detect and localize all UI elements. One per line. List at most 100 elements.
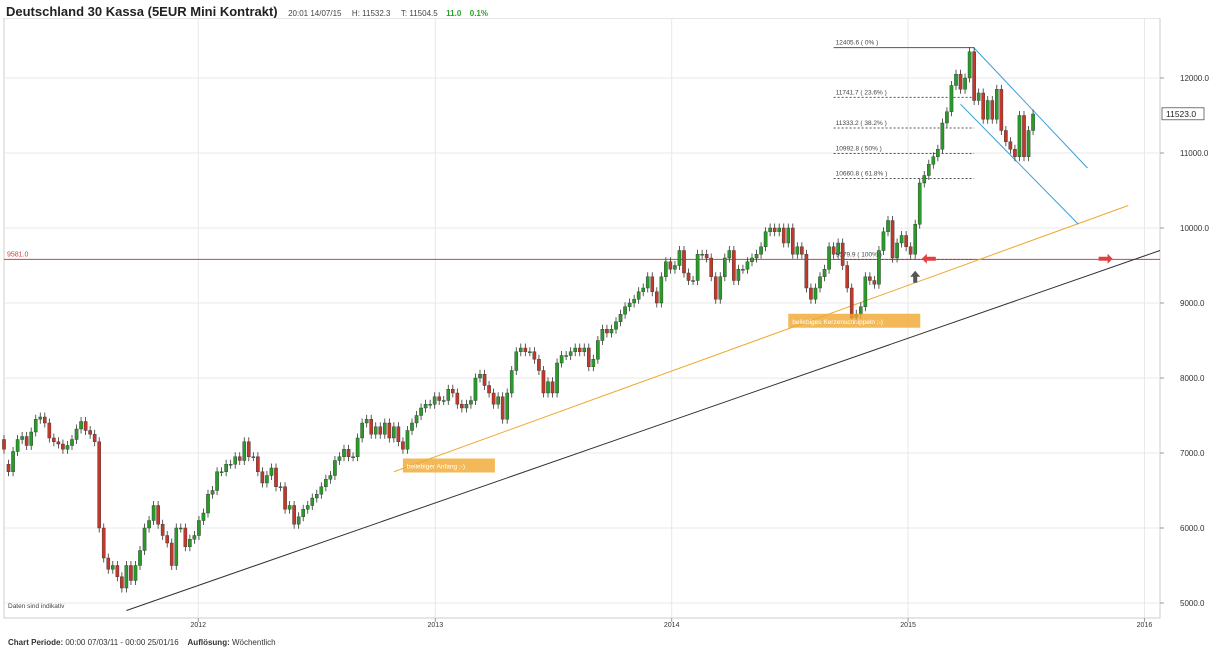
candle — [945, 107, 949, 128]
candle-body — [482, 374, 487, 386]
candle-body — [156, 505, 160, 525]
candle — [1017, 111, 1022, 162]
candle — [387, 418, 392, 443]
candle — [401, 437, 405, 454]
candle — [655, 287, 659, 308]
candle-body — [224, 464, 228, 472]
candle — [609, 324, 614, 338]
fib-level-label: 12405.6 ( 0% ) — [836, 40, 879, 47]
y-tick-label: 11000.0 — [1180, 149, 1209, 158]
candle — [56, 437, 61, 449]
candle-body — [378, 426, 383, 435]
candle-body — [446, 389, 451, 401]
candle-body — [274, 467, 278, 487]
candle — [550, 377, 555, 398]
candle-body — [655, 291, 659, 304]
candle-body — [305, 505, 310, 510]
candle-body — [174, 527, 179, 566]
candle — [668, 257, 673, 274]
candle — [201, 508, 206, 525]
candle — [61, 439, 65, 454]
candle-body — [52, 437, 56, 442]
candle — [269, 463, 274, 480]
candle — [432, 392, 437, 409]
candlestick-chart[interactable]: 5000.0 6000.0 7000.0 8000.0 9000.0 10000.0 110… — [0, 18, 1210, 633]
candle-body — [414, 415, 419, 424]
candle-body — [954, 74, 958, 86]
candle-body — [423, 404, 428, 409]
candle — [305, 501, 310, 514]
candle-body — [460, 404, 464, 409]
x-tick-label: 2015 — [900, 622, 916, 629]
candle — [446, 384, 451, 405]
candle-body — [709, 257, 713, 277]
horizontal-line-label: 9581.0 — [7, 251, 29, 258]
candle — [904, 231, 908, 252]
arrow-left-icon — [921, 253, 936, 264]
candle-body — [863, 276, 868, 307]
candle — [11, 447, 15, 477]
candle — [233, 452, 238, 469]
candle — [791, 223, 795, 259]
candle — [437, 392, 442, 405]
candle — [700, 249, 704, 259]
candle-body — [831, 246, 836, 255]
candle-body — [904, 235, 908, 247]
candle-body — [600, 329, 605, 341]
candle-body — [165, 535, 170, 544]
candle — [641, 283, 645, 297]
candle — [981, 88, 985, 124]
candle-body — [840, 242, 845, 266]
candle — [936, 144, 940, 162]
candle — [441, 396, 446, 405]
candle-body — [287, 505, 292, 510]
candle-body — [178, 527, 183, 530]
candle — [723, 253, 727, 282]
candle-body — [260, 471, 265, 484]
x-tick-label: 2014 — [664, 622, 680, 629]
candle — [514, 347, 519, 375]
candle — [351, 452, 355, 462]
candle-body — [110, 565, 115, 570]
candle — [650, 272, 655, 297]
candle — [256, 452, 260, 477]
candle — [15, 435, 20, 456]
candle-body — [582, 347, 587, 352]
candle — [713, 272, 718, 304]
candle-body — [396, 426, 401, 442]
candle — [324, 474, 328, 492]
candle-body — [981, 92, 985, 120]
candle-body — [1026, 130, 1031, 157]
candle-body — [886, 220, 890, 232]
candle — [52, 433, 56, 447]
candle — [265, 471, 269, 488]
candle-body — [401, 441, 405, 450]
candle — [310, 493, 315, 510]
candle — [369, 414, 374, 439]
candle — [337, 452, 342, 465]
candle — [695, 249, 700, 285]
candle — [192, 531, 197, 544]
candle-body — [772, 227, 777, 232]
candle-body — [913, 224, 917, 255]
candle — [827, 242, 831, 274]
candle-body — [373, 426, 378, 435]
candle — [97, 437, 101, 533]
candle-body — [88, 430, 92, 435]
candle — [315, 489, 319, 503]
candle-body — [632, 299, 636, 304]
candle-body — [645, 276, 650, 289]
candle-body — [813, 287, 818, 300]
candle — [972, 47, 976, 105]
candle — [156, 501, 160, 529]
candle — [568, 347, 573, 360]
trendline-support — [126, 250, 1161, 611]
candle-body — [29, 431, 34, 446]
candle-body — [351, 456, 355, 458]
candle — [999, 84, 1004, 135]
candle — [151, 501, 156, 525]
candle-body — [278, 486, 283, 488]
candle — [6, 459, 11, 477]
fib-level-label: 10660.8 ( 61.8% ) — [836, 170, 888, 177]
candle-body — [491, 392, 496, 405]
